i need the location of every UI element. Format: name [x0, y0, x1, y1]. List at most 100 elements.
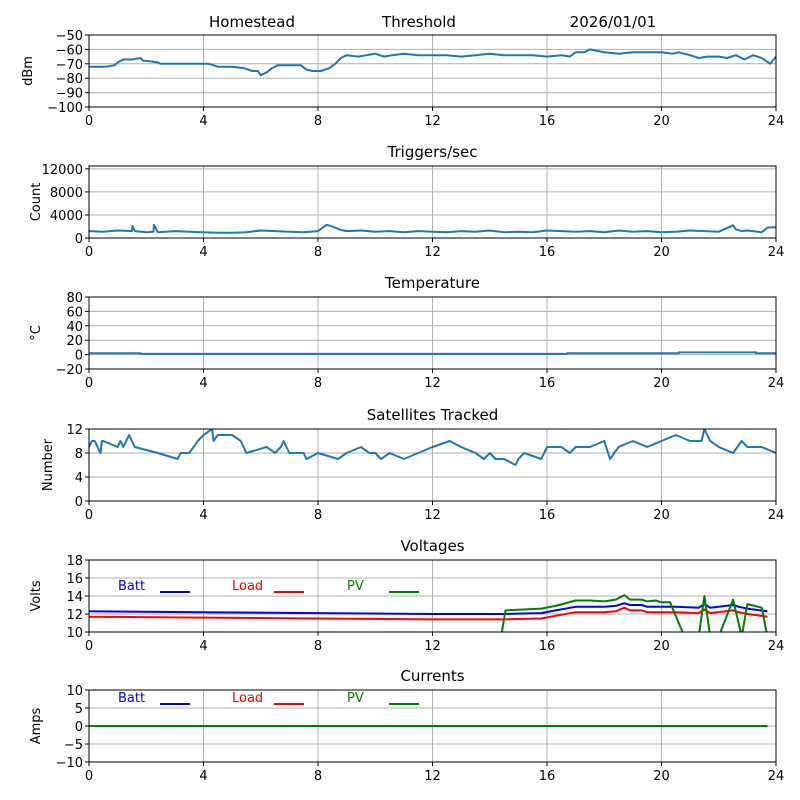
x-tick-label: 16	[539, 376, 556, 391]
x-tick-label: 12	[424, 245, 441, 260]
y-tick-label: 18	[66, 554, 83, 569]
x-tick-label: 24	[768, 508, 785, 523]
y-tick-label: 12	[66, 608, 83, 623]
chart-title: Voltages	[400, 537, 464, 555]
y-axis-label: °C	[29, 325, 44, 341]
series-signal-signal	[89, 48, 776, 77]
y-tick-label: −20	[56, 363, 83, 378]
y-tick-label: −100	[47, 101, 83, 116]
y-tick-label: 12	[66, 423, 83, 438]
x-tick-label: 12	[424, 376, 441, 391]
x-tick-label: 12	[424, 114, 441, 129]
y-tick-label: 4000	[50, 209, 83, 224]
legend-label-load: Load	[232, 579, 263, 594]
y-tick-label: 0	[75, 232, 83, 247]
x-tick-label: 16	[539, 508, 556, 523]
series-satellites-satellites	[89, 429, 776, 466]
y-tick-label: 0	[75, 720, 83, 735]
chart-title: Temperature	[384, 274, 480, 292]
x-tick-label: 16	[539, 769, 556, 784]
y-tick-label: 80	[66, 291, 83, 306]
x-tick-label: 16	[539, 114, 556, 129]
series-voltages-pv	[500, 594, 768, 632]
y-axis-label: Count	[29, 183, 44, 222]
x-tick-label: 0	[85, 376, 93, 391]
y-tick-label: −5	[64, 738, 83, 753]
x-tick-label: 12	[424, 769, 441, 784]
y-tick-label: 20	[66, 334, 83, 349]
legend-label-pv: PV	[347, 691, 364, 706]
series-triggers-triggers	[89, 223, 776, 234]
x-tick-label: 8	[314, 114, 322, 129]
x-tick-label: 0	[85, 769, 93, 784]
x-tick-label: 4	[199, 639, 207, 654]
x-tick-label: 4	[199, 376, 207, 391]
series-temperature-temperature	[89, 351, 776, 355]
x-tick-label: 12	[424, 639, 441, 654]
series-voltages-load	[89, 606, 768, 621]
y-tick-label: −50	[56, 29, 83, 44]
x-tick-label: 4	[199, 769, 207, 784]
x-tick-label: 8	[314, 376, 322, 391]
x-tick-label: 16	[539, 639, 556, 654]
y-tick-label: 4	[75, 471, 83, 486]
panel-voltages: 0 4 8 12 16 20 24 10 12 14 16 18 Voltages Volts Batt Lo…	[29, 537, 784, 654]
panel-signal: 0 4 8 12 16 20 24 −100−90−80−70−60−50 dBm	[21, 29, 784, 129]
header-station: Homestead	[209, 13, 295, 31]
x-tick-label: 20	[653, 245, 670, 260]
panel-currents: 0 4 8 12 16 20 24 −10 −5 0 5 10 Currents Amps Batt Load…	[29, 667, 784, 784]
x-tick-label: 20	[653, 114, 670, 129]
legend-label-batt: Batt	[118, 691, 145, 706]
legend-label-pv: PV	[347, 579, 364, 594]
x-tick-label: 8	[314, 245, 322, 260]
y-axis-label: Number	[41, 438, 56, 491]
chart-title: Currents	[400, 667, 464, 685]
y-tick-label: 8	[75, 447, 83, 462]
x-tick-label: 24	[768, 769, 785, 784]
panel-satellites: 0 4 8 12 16 20 24 0 4 8 12 Satellites Tracked Number	[41, 406, 784, 523]
x-tick-label: 20	[653, 639, 670, 654]
y-tick-label: 0	[75, 349, 83, 364]
y-tick-label: 0	[75, 495, 83, 510]
y-tick-label: −90	[56, 87, 83, 102]
header-mode: Threshold	[381, 13, 456, 31]
x-tick-label: 8	[314, 639, 322, 654]
chart-title: Satellites Tracked	[367, 406, 498, 424]
y-axis-label: Volts	[29, 580, 44, 612]
y-tick-label: 60	[66, 305, 83, 320]
panel-triggers: 0 4 8 12 16 20 24 0 4000 8000 12000 Triggers/sec Cou…	[29, 143, 784, 260]
x-tick-label: 24	[768, 245, 785, 260]
y-tick-label: −10	[56, 756, 83, 771]
x-tick-label: 0	[85, 114, 93, 129]
x-tick-label: 8	[314, 508, 322, 523]
legend-label-batt: Batt	[118, 579, 145, 594]
x-tick-label: 12	[424, 508, 441, 523]
y-tick-label: 14	[66, 590, 83, 605]
y-axis-label: Amps	[29, 707, 44, 744]
x-tick-label: 0	[85, 639, 93, 654]
x-tick-label: 4	[199, 114, 207, 129]
y-tick-label: −80	[56, 72, 83, 87]
y-tick-label: 5	[75, 702, 83, 717]
x-tick-label: 4	[199, 245, 207, 260]
x-tick-label: 16	[539, 245, 556, 260]
x-tick-label: 24	[768, 114, 785, 129]
y-tick-label: 16	[66, 572, 83, 587]
legend-label-load: Load	[232, 691, 263, 706]
x-tick-label: 0	[85, 508, 93, 523]
x-tick-label: 0	[85, 245, 93, 260]
x-tick-label: 24	[768, 639, 785, 654]
y-tick-label: 8000	[50, 186, 83, 201]
y-tick-label: 10	[66, 626, 83, 641]
x-tick-label: 20	[653, 508, 670, 523]
x-tick-label: 24	[768, 376, 785, 391]
series-voltages-batt	[89, 602, 768, 615]
x-tick-label: 8	[314, 769, 322, 784]
x-tick-label: 20	[653, 376, 670, 391]
y-tick-label: −60	[56, 43, 83, 58]
header-date: 2026/01/01	[570, 13, 656, 31]
chart-title: Triggers/sec	[387, 143, 478, 161]
x-tick-label: 4	[199, 508, 207, 523]
